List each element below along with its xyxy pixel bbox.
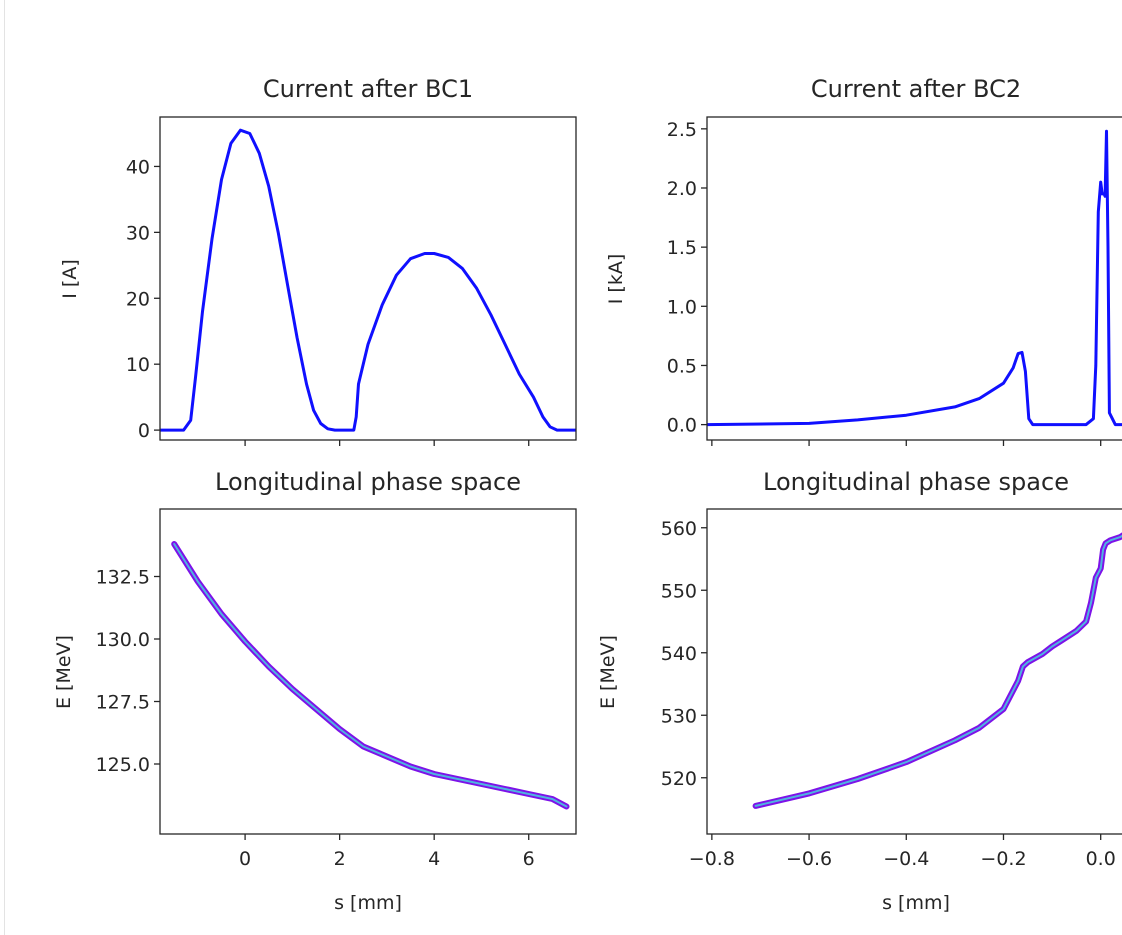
y-tick-label: 127.5	[96, 692, 150, 714]
x-tick-label: 4	[428, 848, 440, 870]
x-tick-label: −0.4	[883, 848, 929, 870]
y-tick-label: 10	[126, 354, 150, 376]
y-tick-label: 2.0	[667, 178, 697, 200]
y-tick-label: 0	[138, 420, 150, 442]
y-tick-label: 125.0	[96, 754, 150, 776]
y-tick-label: 540	[661, 643, 697, 665]
axes-frame	[706, 508, 1122, 835]
y-tick-label: 1.5	[667, 237, 697, 259]
y-axis-label: E [MeV]	[597, 635, 619, 709]
x-tick-label: −0.8	[689, 848, 735, 870]
y-tick-label: 520	[661, 768, 697, 790]
phase-space-core	[754, 534, 1122, 807]
y-tick-label: 40	[126, 156, 150, 178]
x-tick-label: 2	[334, 848, 346, 870]
chart-title: Current after BC2	[811, 75, 1021, 103]
chart-panel-3: Longitudinal phase space 125.0 127.5 130.0 1…	[53, 468, 577, 914]
x-tick-label: 6	[523, 848, 535, 870]
y-tick-label: 560	[661, 518, 697, 540]
chart-title: Longitudinal phase space	[763, 468, 1069, 496]
y-tick-label: 1.0	[667, 296, 697, 318]
y-tick-label: 0.0	[667, 415, 697, 437]
phase-space-band	[171, 541, 570, 810]
y-tick-label: 20	[126, 288, 150, 310]
chart-title: Current after BC1	[263, 75, 473, 103]
x-tick-label: −0.6	[786, 848, 832, 870]
y-tick-label: 0.5	[667, 355, 697, 377]
axes-frame	[159, 116, 577, 441]
y-axis-label: I [kA]	[605, 254, 627, 304]
x-tick-label: −0.2	[980, 848, 1026, 870]
chart-panel-2: Current after BC2 0.0 0.5 1.0 1.5 2.0 2.5 I [kA…	[605, 75, 1122, 446]
y-tick-label: 30	[126, 222, 150, 244]
chart-title: Longitudinal phase space	[215, 468, 521, 496]
y-tick-label: 530	[661, 705, 697, 727]
y-axis-label: I [A]	[59, 259, 81, 298]
phase-space-core	[173, 543, 568, 808]
x-axis-label: s [mm]	[882, 892, 950, 914]
page-left-border	[4, 0, 5, 935]
x-axis-label: s [mm]	[334, 892, 402, 914]
axes-frame	[159, 508, 577, 835]
chart-panel-4: Longitudinal phase space 520 530 540 550 560 −…	[597, 468, 1122, 914]
y-tick-label: 132.5	[96, 567, 150, 589]
y-tick-label: 550	[661, 580, 697, 602]
y-tick-label: 2.5	[667, 119, 697, 141]
phase-space-band	[752, 532, 1122, 809]
x-tick-label: 0	[239, 848, 251, 870]
x-tick-label: 0.0	[1086, 848, 1116, 870]
current-series-line	[707, 129, 1122, 427]
current-series-line	[160, 128, 576, 432]
axes-frame	[706, 116, 1122, 441]
y-tick-label: 130.0	[96, 629, 150, 651]
chart-panel-1: Current after BC1 0 10 20 30 40 I [A]	[59, 75, 577, 446]
y-axis-label: E [MeV]	[53, 635, 75, 709]
